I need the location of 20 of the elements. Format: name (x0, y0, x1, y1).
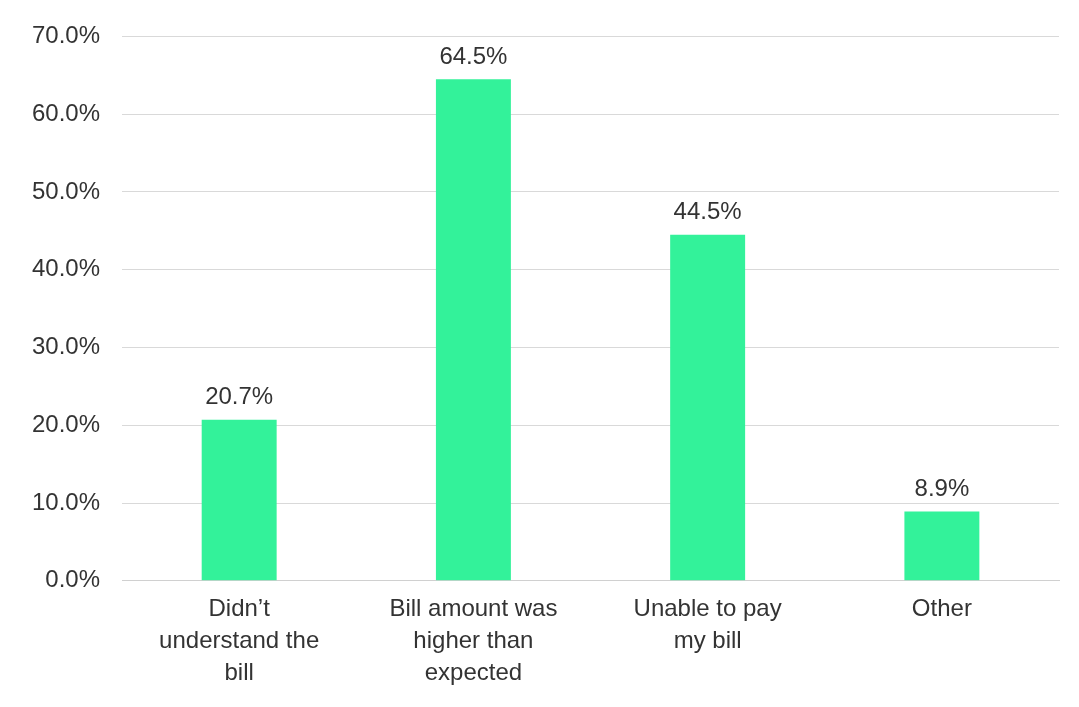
y-tick-label: 20.0% (31, 409, 101, 437)
x-tick-label: Unable to pay my bill (633, 593, 782, 654)
y-tick-label: 60.0% (31, 98, 101, 126)
y-tick-label: 50.0% (31, 176, 101, 204)
bar (201, 419, 277, 581)
x-tick-label: Bill amount was higher than expected (389, 593, 558, 686)
bar (904, 511, 980, 581)
data-label: 20.7% (205, 382, 274, 410)
y-tick-label: 40.0% (31, 254, 101, 282)
bar (435, 79, 511, 581)
data-label: 64.5% (439, 41, 508, 69)
x-tick-label: Other (911, 593, 972, 621)
data-label: 44.5% (673, 197, 742, 225)
y-tick-label: 70.0% (31, 21, 101, 49)
y-tick-label: 0.0% (45, 565, 101, 593)
data-label: 8.9% (914, 474, 970, 502)
y-tick-label: 10.0% (31, 487, 101, 515)
x-tick-label: Didn’t understand the bill (159, 593, 320, 686)
y-tick-label: 30.0% (31, 332, 101, 360)
bar (670, 234, 746, 581)
